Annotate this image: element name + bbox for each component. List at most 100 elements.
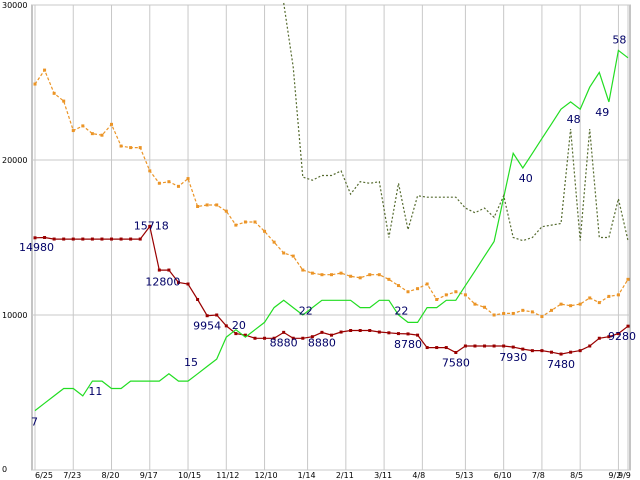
series-point-0 [100, 133, 104, 137]
series-point-1 [588, 344, 592, 348]
series-point-0 [492, 313, 496, 317]
series-point-0 [157, 181, 161, 185]
series-point-0 [320, 273, 324, 277]
series-point-1 [167, 268, 171, 272]
series-point-1 [454, 351, 458, 355]
series-point-1 [540, 349, 544, 353]
series-point-0 [578, 302, 582, 306]
series-point-0 [454, 290, 458, 294]
series-point-0 [33, 82, 37, 86]
data-label: 9954 [193, 320, 221, 333]
series-point-0 [597, 301, 601, 305]
data-label: 7480 [547, 358, 575, 371]
series-point-0 [263, 229, 267, 233]
series-point-0 [626, 277, 630, 281]
series-point-1 [463, 344, 467, 348]
series-point-0 [358, 276, 362, 280]
data-label: 7580 [442, 357, 470, 370]
series-point-1 [263, 336, 267, 340]
series-point-1 [358, 329, 362, 332]
series-point-0 [215, 203, 219, 207]
series-point-1 [43, 236, 47, 239]
series-point-0 [530, 310, 534, 314]
grid-lines [32, 4, 630, 471]
x-tick-label: 9/9 [618, 471, 631, 480]
data-label: 20 [232, 319, 246, 332]
y-tick-label: 30000 [2, 1, 27, 10]
series-point-1 [597, 336, 601, 340]
series-point-0 [540, 315, 544, 319]
series-point-1 [521, 347, 525, 351]
series-point-0 [588, 296, 592, 300]
series-point-0 [90, 132, 94, 136]
series-point-1 [243, 333, 247, 337]
series-point-0 [110, 122, 114, 126]
series-point-0 [71, 129, 75, 133]
series-point-0 [406, 290, 410, 294]
series-point-0 [616, 293, 620, 297]
series-line-3 [283, 2, 629, 242]
x-tick-label: 3/11 [374, 471, 392, 480]
series-point-0 [511, 311, 515, 315]
series-point-0 [521, 308, 525, 312]
x-tick-label: 5/13 [455, 471, 473, 480]
series-point-1 [387, 331, 391, 335]
series-point-1 [511, 345, 515, 349]
series-point-1 [90, 237, 94, 241]
series-point-1 [396, 332, 400, 336]
y-tick-label: 20000 [2, 156, 27, 165]
series-point-0 [425, 282, 429, 286]
data-label: 14980 [19, 241, 54, 254]
series-point-1 [339, 330, 343, 334]
series-point-0 [119, 144, 123, 148]
data-label: 8780 [394, 338, 422, 351]
x-tick-label: 7/8 [532, 471, 545, 480]
x-tick-label: 9/2 [608, 471, 621, 480]
series-point-1 [330, 333, 333, 337]
series-point-0 [396, 284, 400, 288]
series-point-1 [100, 237, 104, 241]
series-point-0 [291, 254, 295, 258]
series-point-0 [138, 146, 142, 150]
series-point-0 [377, 273, 381, 277]
series-point-0 [52, 91, 56, 95]
x-tick-label: 8/20 [102, 471, 120, 480]
series-point-1 [559, 352, 563, 356]
series-point-1 [291, 336, 295, 340]
series-point-0 [349, 274, 353, 278]
series-point-0 [148, 169, 152, 173]
series-point-1 [129, 237, 133, 241]
series-point-1 [234, 332, 238, 336]
series-point-1 [119, 237, 123, 241]
series-point-1 [578, 349, 582, 353]
series-point-1 [157, 268, 161, 272]
series-point-0 [62, 99, 66, 103]
series-point-1 [272, 336, 276, 340]
series-point-0 [301, 268, 305, 272]
series-point-1 [435, 346, 439, 350]
series-point-1 [349, 329, 353, 332]
data-label: 40 [519, 172, 533, 185]
series-point-0 [473, 302, 477, 306]
series-point-1 [62, 237, 66, 241]
data-label: 9280 [608, 330, 636, 343]
series-layer [33, 2, 630, 412]
series-point-0 [463, 293, 467, 297]
x-tick-label: 7/23 [63, 471, 81, 480]
series-point-0 [196, 205, 200, 208]
series-point-1 [473, 344, 477, 348]
series-point-0 [483, 305, 487, 309]
series-point-0 [339, 271, 343, 275]
series-line-2 [34, 49, 629, 412]
series-point-0 [167, 180, 171, 184]
series-point-0 [234, 223, 238, 227]
series-point-1 [310, 335, 314, 339]
data-label: 15 [184, 356, 198, 369]
series-point-1 [406, 332, 410, 336]
series-point-0 [435, 298, 439, 301]
x-tick-label: 12/10 [255, 471, 278, 480]
x-tick-label: 10/15 [178, 471, 201, 480]
data-label-layer: 14980 15718 12800 9954 8880 8880 8780 7580 7930 7… [19, 34, 636, 429]
series-point-1 [110, 237, 114, 241]
series-point-1 [33, 236, 37, 240]
